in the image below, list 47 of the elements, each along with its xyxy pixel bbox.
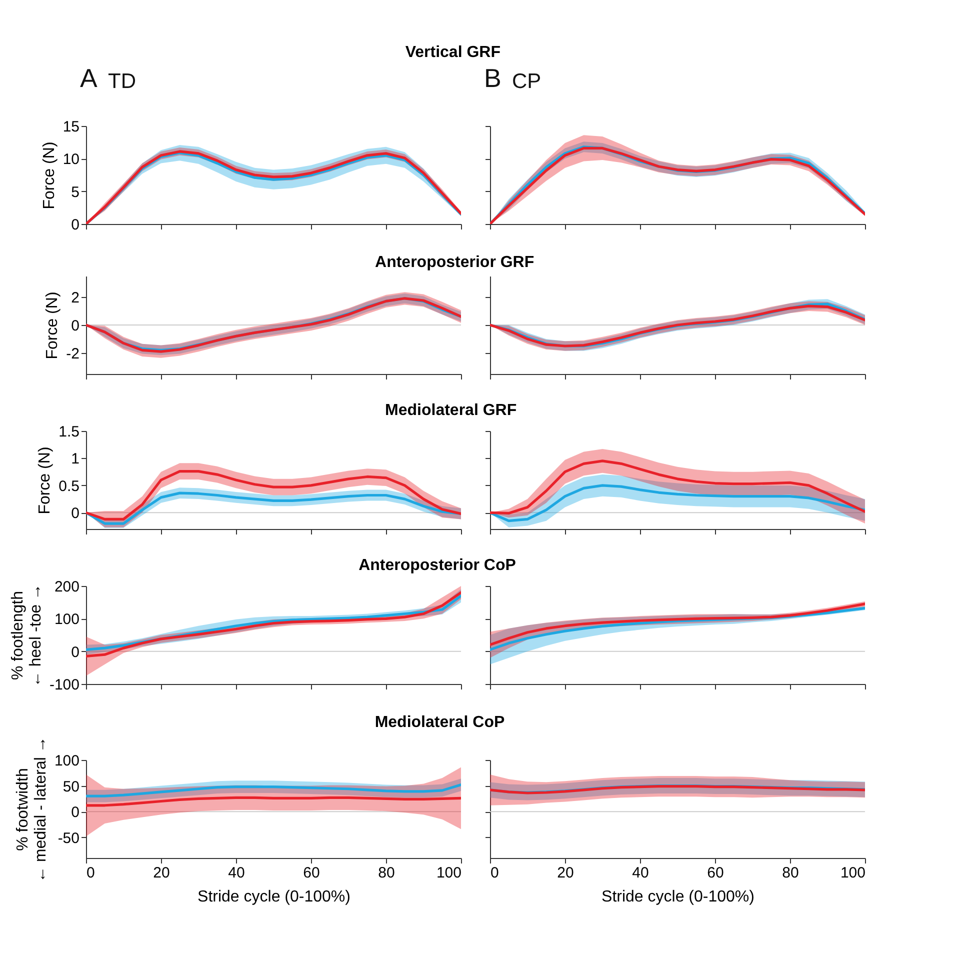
y-tick-label: 0 [71,644,80,661]
y-tick-label: -100 [49,676,80,694]
y-axis-title: Force (N) [44,292,62,360]
chart-title: Anteroposterior CoP [358,557,516,574]
x-tick-label: 20 [557,864,574,882]
x-tick-label: 60 [303,864,320,882]
x-tick-label: 60 [707,864,724,882]
y-tick-label: 2 [71,290,80,306]
y-tick-label: 200 [54,578,80,596]
y-tick-label: 1.5 [58,424,80,440]
y-tick-label: 1 [71,450,80,468]
x-tick-label: 0 [86,864,95,882]
y-axis-title: % footlength ← heel -toe → [9,584,44,688]
x-tick-label: 0 [490,864,499,882]
x-tick-label: 100 [840,864,866,882]
x-tick-label: 80 [378,864,395,882]
y-tick-label: 5 [71,184,80,201]
y-tick-label: 0.5 [58,478,80,495]
y-tick-label: 0 [71,216,80,234]
y-tick-label: -2 [66,346,80,362]
x-tick-label: 40 [632,864,649,882]
y-tick-label: 100 [54,611,80,628]
x-axis-title: Stride cycle (0-100%) [602,888,754,906]
text: CP [512,70,542,93]
y-axis-title: % footwidth ← medial - lateral → [14,736,50,882]
y-tick-label: 50 [62,778,80,796]
y-tick-label: 100 [54,752,80,770]
y-tick-label: -50 [58,830,80,847]
text: A [80,63,98,93]
y-tick-label: 0 [71,804,80,822]
y-axis-title: Force (N) [36,446,54,514]
x-axis-title: Stride cycle (0-100%) [198,888,350,906]
text: TD [108,70,136,93]
x-tick-label: 100 [436,864,462,882]
y-tick-label: 0 [71,505,80,522]
chart-title: Mediolateral CoP [374,714,505,732]
y-tick-label: 0 [71,318,80,334]
x-tick-label: 40 [228,864,245,882]
chart-title: Anteroposterior GRF [375,254,534,271]
text: B [484,63,502,93]
y-tick-label: 15 [62,118,80,136]
chart-title: Vertical GRF [405,44,501,61]
x-tick-label: 80 [782,864,799,882]
chart-title: Mediolateral GRF [385,402,517,419]
y-tick-label: 10 [62,151,80,168]
y-axis-title: Force (N) [40,142,58,210]
x-tick-label: 20 [153,864,170,882]
